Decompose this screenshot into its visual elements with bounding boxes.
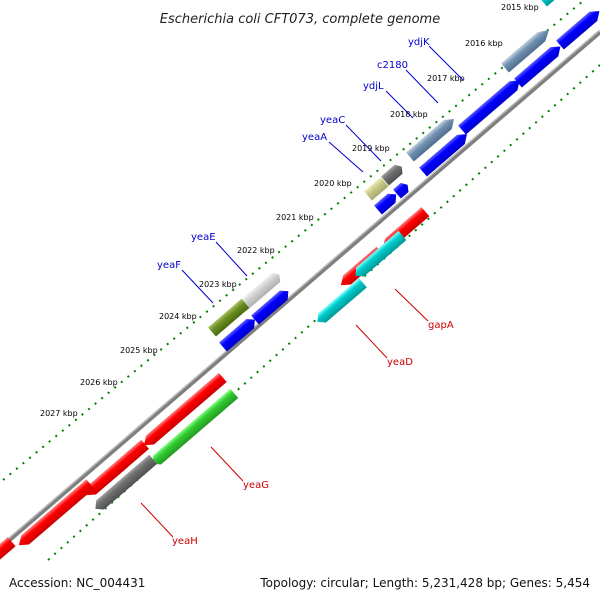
gene-label-gapA[interactable]: gapA xyxy=(428,320,454,331)
forward-gene-labels: ydjK c2180 ydjL yeaC yeaA yeaE yeaF xyxy=(157,37,430,271)
gene-feature[interactable] xyxy=(239,270,283,311)
scale-label: 2022 kbp xyxy=(237,246,275,255)
gene-feature[interactable] xyxy=(539,0,583,7)
accession-text: Accession: NC_004431 xyxy=(9,576,146,590)
outer-tick-row xyxy=(2,0,586,481)
gene-feature[interactable] xyxy=(458,76,523,135)
gene-feature[interactable] xyxy=(251,287,292,325)
gene-feature[interactable] xyxy=(556,7,600,50)
gene-feature[interactable] xyxy=(149,388,239,469)
genome-backbone xyxy=(0,29,600,550)
gene-label-yeaH[interactable]: yeaH xyxy=(172,536,198,547)
topology-text: Topology: circular; Length: 5,231,428 bp… xyxy=(260,576,590,590)
gene-label-yeaE[interactable]: yeaE xyxy=(191,232,216,243)
gene-label-c2180[interactable]: c2180 xyxy=(377,60,408,71)
scale-label: 2023 kbp xyxy=(199,280,237,289)
reverse-other-track xyxy=(92,230,407,514)
gene-feature[interactable] xyxy=(92,454,157,514)
forward-gene-track xyxy=(208,0,583,337)
gene-feature[interactable] xyxy=(140,372,227,450)
scale-label: 2020 kbp xyxy=(314,179,352,188)
gene-feature[interactable] xyxy=(352,230,407,281)
scale-label: 2024 kbp xyxy=(159,312,197,321)
scale-label: 2019 kbp xyxy=(352,144,390,153)
reverse-gene-labels: gapA yeaD yeaG yeaH xyxy=(172,320,454,547)
gene-label-yeaF[interactable]: yeaF xyxy=(157,260,181,271)
gene-feature[interactable] xyxy=(15,479,95,549)
scale-labels: 2015 kbp 2016 kbp 2017 kbp 2018 kbp 2019… xyxy=(40,3,539,418)
gene-feature[interactable] xyxy=(514,42,564,88)
gene-feature[interactable] xyxy=(364,177,389,201)
gene-label-yeaD[interactable]: yeaD xyxy=(387,357,413,368)
gene-label-ydjL[interactable]: ydjL xyxy=(363,81,384,92)
gene-feature[interactable] xyxy=(82,439,149,500)
gene-feature[interactable] xyxy=(314,278,367,326)
forward-blue-track xyxy=(219,7,600,352)
gene-feature[interactable] xyxy=(501,26,553,73)
gene-label-ydjK[interactable]: ydjK xyxy=(408,37,430,48)
gene-feature[interactable] xyxy=(419,130,471,177)
scale-label: 2021 kbp xyxy=(276,213,314,222)
gene-feature[interactable] xyxy=(208,298,250,337)
gene-feature[interactable] xyxy=(406,115,458,162)
gene-feature[interactable] xyxy=(381,162,406,186)
gene-label-leaders xyxy=(140,45,464,538)
scale-label: 2027 kbp xyxy=(40,409,78,418)
gene-label-yeaA[interactable]: yeaA xyxy=(302,132,327,143)
scale-label: 2025 kbp xyxy=(120,346,158,355)
scale-label: 2015 kbp xyxy=(501,3,539,12)
gene-label-yeaC[interactable]: yeaC xyxy=(320,115,345,126)
scale-label: 2017 kbp xyxy=(427,74,465,83)
map-title: Escherichia coli CFT073, complete genome xyxy=(160,12,440,27)
gene-feature[interactable] xyxy=(0,537,16,566)
scale-label: 2016 kbp xyxy=(465,39,503,48)
gene-feature[interactable] xyxy=(374,190,400,215)
gene-feature[interactable] xyxy=(393,180,411,199)
gene-feature[interactable] xyxy=(219,315,259,352)
scale-label: 2026 kbp xyxy=(80,378,118,387)
gene-label-yeaG[interactable]: yeaG xyxy=(243,480,269,491)
